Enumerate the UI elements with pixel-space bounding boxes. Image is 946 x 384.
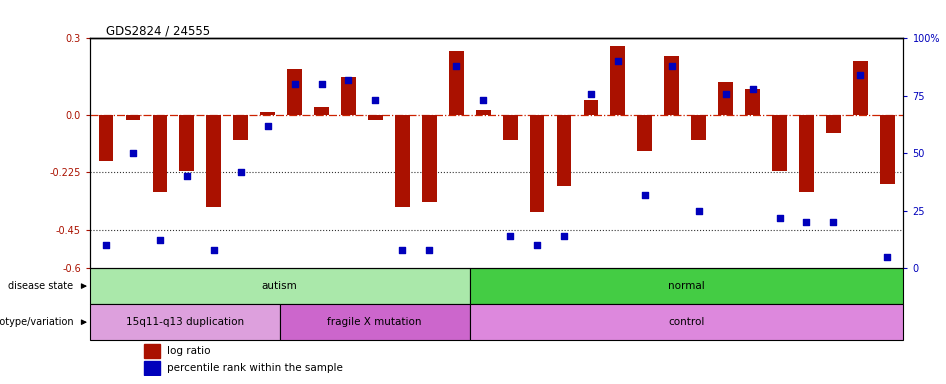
- Point: [638, 192, 653, 198]
- Point: [98, 242, 114, 248]
- Point: [826, 219, 841, 225]
- Point: [152, 237, 167, 243]
- Bar: [342, 77, 356, 115]
- Point: [745, 86, 761, 92]
- Point: [126, 150, 141, 156]
- Text: GDS2824 / 24555: GDS2824 / 24555: [106, 24, 210, 37]
- Bar: [152, 115, 167, 192]
- Point: [476, 97, 491, 103]
- Point: [341, 77, 356, 83]
- Text: 15q11-q13 duplication: 15q11-q13 duplication: [126, 317, 244, 327]
- Point: [556, 233, 571, 239]
- Text: log ratio: log ratio: [167, 346, 211, 356]
- Point: [880, 253, 895, 260]
- Bar: [280, 304, 469, 340]
- Point: [314, 81, 329, 88]
- Bar: [90, 268, 469, 304]
- Bar: [234, 115, 248, 141]
- Text: percentile rank within the sample: percentile rank within the sample: [167, 362, 343, 372]
- Bar: [718, 82, 733, 115]
- Bar: [556, 115, 571, 186]
- Bar: [610, 46, 625, 115]
- Bar: [826, 115, 841, 133]
- Point: [772, 214, 787, 220]
- Point: [287, 81, 302, 88]
- Point: [180, 173, 195, 179]
- Bar: [90, 304, 280, 340]
- Bar: [448, 51, 464, 115]
- Bar: [126, 115, 140, 120]
- Text: fragile X mutation: fragile X mutation: [327, 317, 422, 327]
- Point: [798, 219, 814, 225]
- Point: [394, 247, 410, 253]
- Point: [502, 233, 517, 239]
- Bar: [260, 113, 275, 115]
- Bar: [422, 115, 437, 202]
- Bar: [880, 115, 895, 184]
- Bar: [502, 115, 517, 141]
- Point: [422, 247, 437, 253]
- Text: control: control: [668, 317, 705, 327]
- Bar: [144, 344, 161, 358]
- Bar: [584, 99, 598, 115]
- Bar: [745, 89, 760, 115]
- Point: [368, 97, 383, 103]
- Text: disease state: disease state: [9, 281, 77, 291]
- Bar: [144, 361, 161, 374]
- Point: [530, 242, 545, 248]
- Bar: [853, 61, 867, 115]
- Point: [852, 72, 867, 78]
- Bar: [368, 115, 383, 120]
- Bar: [772, 115, 787, 171]
- Point: [718, 91, 733, 97]
- Point: [233, 169, 248, 175]
- Point: [610, 58, 625, 65]
- Bar: [314, 107, 329, 115]
- Bar: [469, 268, 903, 304]
- Point: [260, 122, 275, 129]
- Text: genotype/variation: genotype/variation: [0, 317, 77, 327]
- Bar: [476, 110, 491, 115]
- Point: [692, 208, 707, 214]
- Text: normal: normal: [668, 281, 705, 291]
- Point: [664, 63, 679, 69]
- Bar: [664, 56, 679, 115]
- Bar: [288, 69, 302, 115]
- Bar: [692, 115, 706, 141]
- Bar: [530, 115, 545, 212]
- Bar: [469, 304, 903, 340]
- Text: autism: autism: [262, 281, 298, 291]
- Bar: [180, 115, 194, 171]
- Bar: [206, 115, 221, 207]
- Point: [448, 63, 464, 69]
- Bar: [799, 115, 814, 192]
- Bar: [394, 115, 410, 207]
- Bar: [638, 115, 652, 151]
- Bar: [98, 115, 114, 161]
- Point: [584, 91, 599, 97]
- Point: [206, 247, 221, 253]
